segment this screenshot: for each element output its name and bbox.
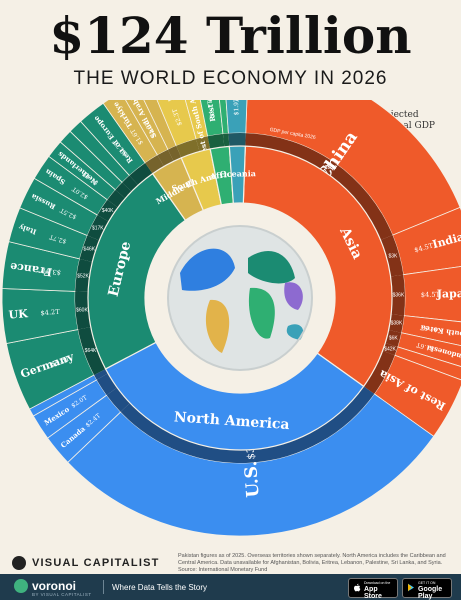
voronoi-icon [14,579,28,593]
footer-divider [103,580,104,594]
country-value: $4.5T [421,291,441,299]
apple-icon [354,583,361,592]
app-store-button[interactable]: Download on the App Store [348,578,398,600]
per-capita-label: $64K [85,348,97,354]
country-value: $1.9T [233,100,240,115]
per-capita-label: $15K [325,165,337,171]
voronoi-name: voronoi [32,579,76,593]
per-capita-label: $52K [77,273,89,279]
source-note: Pakistan figures as of 2025. Overseas te… [178,553,446,573]
per-capita-band [94,368,108,380]
globe-continents [180,248,304,353]
region-label: North America [173,409,290,433]
app-store-small: Download on the [364,581,391,585]
google-play-label: Google Play [418,586,443,600]
brand: VISUAL CAPITALIST [12,556,160,570]
play-icon [408,583,414,592]
per-capita-band [129,162,153,186]
per-capita-band [97,199,118,222]
per-capita-band [87,215,109,241]
per-capita-band [115,182,132,199]
voronoi-logo[interactable]: voronoi [14,579,76,593]
google-play-button[interactable]: GET IT ON Google Play [402,578,452,600]
country-value: $1.7T [207,100,217,118]
country-label: France [9,260,53,279]
per-capita-band [196,136,211,152]
per-capita-label: $40K [102,208,114,214]
country-label: U.S. [241,460,264,498]
country-label: Australia [231,100,241,103]
country-value: $1.6T [416,341,435,352]
per-capita-label: $36K [393,293,405,299]
per-capita-band [390,274,405,316]
sunburst-chart: China$20.7T$15KIndia$4.5T$3KJapan$4.5T$3… [1,100,461,537]
region-label: Africa [208,168,237,182]
country-value: $4.2T [40,308,60,317]
country-label: Japan [436,287,461,301]
per-capita-band [388,314,405,333]
per-capita-band [75,258,93,292]
country-label: UK [8,307,29,321]
per-capita-band [382,343,398,356]
per-capita-label: $42K [384,346,396,352]
google-small: GET IT ON [418,581,436,585]
per-capita-label: $60K [76,307,88,313]
per-capita-band [222,133,230,147]
per-capita-band [363,350,395,394]
brand-name: VISUAL CAPITALIST [32,557,160,569]
per-capita-band [380,235,404,277]
per-capita-band [157,149,174,167]
per-capita-band [167,145,182,162]
per-capita-label: $38K [391,321,403,327]
region-label: Oceania [220,168,256,179]
country-value: $3.6T [41,266,62,277]
app-store-label: App Store [364,586,382,600]
per-capita-band [106,387,131,412]
per-capita-band [74,291,91,330]
per-capita-band [385,330,402,347]
per-capita-label: $3K [388,254,398,260]
per-capita-band [207,133,225,149]
per-capita-band [122,175,139,192]
per-capita-label: $6K [389,336,399,342]
per-capita-label: $17K [92,225,104,231]
country-label: Brazil [159,100,175,103]
per-capita-band [78,327,106,376]
region-slice [104,341,365,451]
visual-capitalist-logo-icon [12,556,26,570]
per-capita-band [79,235,100,262]
page-subtitle: THE WORLD ECONOMY IN 2026 [73,68,388,89]
tagline: Where Data Tells the Story [112,583,208,592]
country-value: $1.9T [420,324,438,334]
region-slice [87,172,187,370]
per-capita-band [120,386,375,463]
per-capita-band [96,373,118,396]
per-capita-label: $46K [83,246,95,252]
per-capita-band [245,133,393,241]
region-slice [228,145,246,204]
page-title: $124 Trillion [49,6,412,65]
per-capita-band [228,133,246,147]
region-slice [242,145,393,388]
voronoi-sub: BY VISUAL CAPITALIST [32,592,92,597]
